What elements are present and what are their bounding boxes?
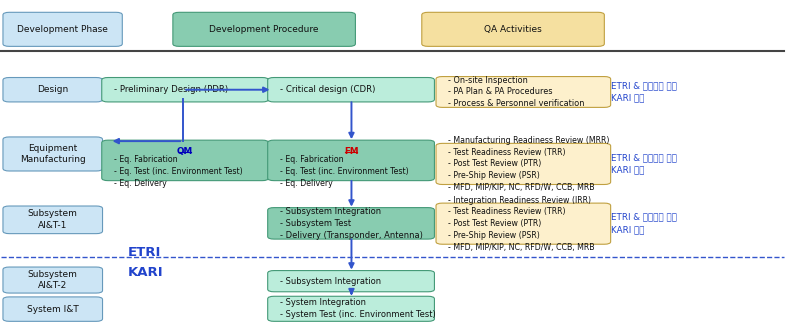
- FancyBboxPatch shape: [3, 77, 102, 102]
- Text: ETRI & 참여업체 주관
KARI 참관: ETRI & 참여업체 주관 KARI 참관: [611, 153, 677, 175]
- Text: ETRI: ETRI: [128, 246, 161, 259]
- Text: Subsystem
AI&T-1: Subsystem AI&T-1: [28, 209, 78, 230]
- Text: Design: Design: [37, 85, 68, 94]
- FancyBboxPatch shape: [3, 12, 122, 46]
- Text: - Manufacturing Readiness Review (MRR)
- Test Readiness Review (TRR)
- Post Test: - Manufacturing Readiness Review (MRR) -…: [448, 136, 609, 192]
- FancyBboxPatch shape: [268, 140, 435, 181]
- Text: System I&T: System I&T: [27, 305, 79, 314]
- Text: - Preliminary Design (PDR): - Preliminary Design (PDR): [113, 85, 228, 94]
- Text: - Eq. Fabrication
- Eq. Test (inc. Environment Test)
- Eq. Delivery: - Eq. Fabrication - Eq. Test (inc. Envir…: [280, 155, 408, 188]
- Text: KARI: KARI: [128, 266, 163, 279]
- FancyBboxPatch shape: [268, 296, 435, 321]
- Text: ETRI & 참여업체 주관
KARI 주관: ETRI & 참여업체 주관 KARI 주관: [611, 213, 677, 234]
- FancyBboxPatch shape: [422, 12, 604, 46]
- FancyBboxPatch shape: [3, 206, 102, 234]
- Text: - Subsystem Integration: - Subsystem Integration: [280, 277, 381, 286]
- FancyBboxPatch shape: [102, 77, 269, 102]
- FancyBboxPatch shape: [268, 208, 435, 239]
- FancyBboxPatch shape: [268, 271, 435, 292]
- Text: FM: FM: [344, 147, 358, 156]
- FancyBboxPatch shape: [173, 12, 355, 46]
- Text: ETRI & 참여업체 주관
KARI 참관: ETRI & 참여업체 주관 KARI 참관: [611, 81, 677, 103]
- Text: Development Procedure: Development Procedure: [209, 25, 319, 34]
- FancyBboxPatch shape: [436, 143, 611, 184]
- FancyBboxPatch shape: [436, 76, 611, 107]
- FancyBboxPatch shape: [3, 267, 102, 293]
- Text: - Integration Readiness Review (IRR)
- Test Readiness Review (TRR)
- Post Test R: - Integration Readiness Review (IRR) - T…: [448, 196, 595, 252]
- FancyBboxPatch shape: [102, 140, 269, 181]
- Text: - Subsystem Integration
- Subsystem Test
- Delivery (Transponder, Antenna): - Subsystem Integration - Subsystem Test…: [280, 207, 423, 240]
- FancyBboxPatch shape: [3, 297, 102, 321]
- Text: - Critical design (CDR): - Critical design (CDR): [280, 85, 375, 94]
- Text: - Eq. Fabrication
- Eq. Test (inc. Environment Test)
- Eq. Delivery: - Eq. Fabrication - Eq. Test (inc. Envir…: [113, 155, 242, 188]
- FancyBboxPatch shape: [268, 77, 435, 102]
- FancyBboxPatch shape: [436, 203, 611, 244]
- Text: QA Activities: QA Activities: [485, 25, 542, 34]
- Text: Equipment
Manufacturing: Equipment Manufacturing: [20, 144, 86, 164]
- FancyBboxPatch shape: [3, 137, 102, 171]
- Text: - On-site Inspection
- PA Plan & PA Procedures
- Process & Personnel verificatio: - On-site Inspection - PA Plan & PA Proc…: [448, 76, 584, 108]
- Text: QM: QM: [177, 147, 193, 156]
- Text: - System Integration
- System Test (inc. Environment Test): - System Integration - System Test (inc.…: [280, 298, 435, 319]
- Text: Development Phase: Development Phase: [17, 25, 108, 34]
- Text: Subsystem
AI&T-2: Subsystem AI&T-2: [28, 270, 78, 290]
